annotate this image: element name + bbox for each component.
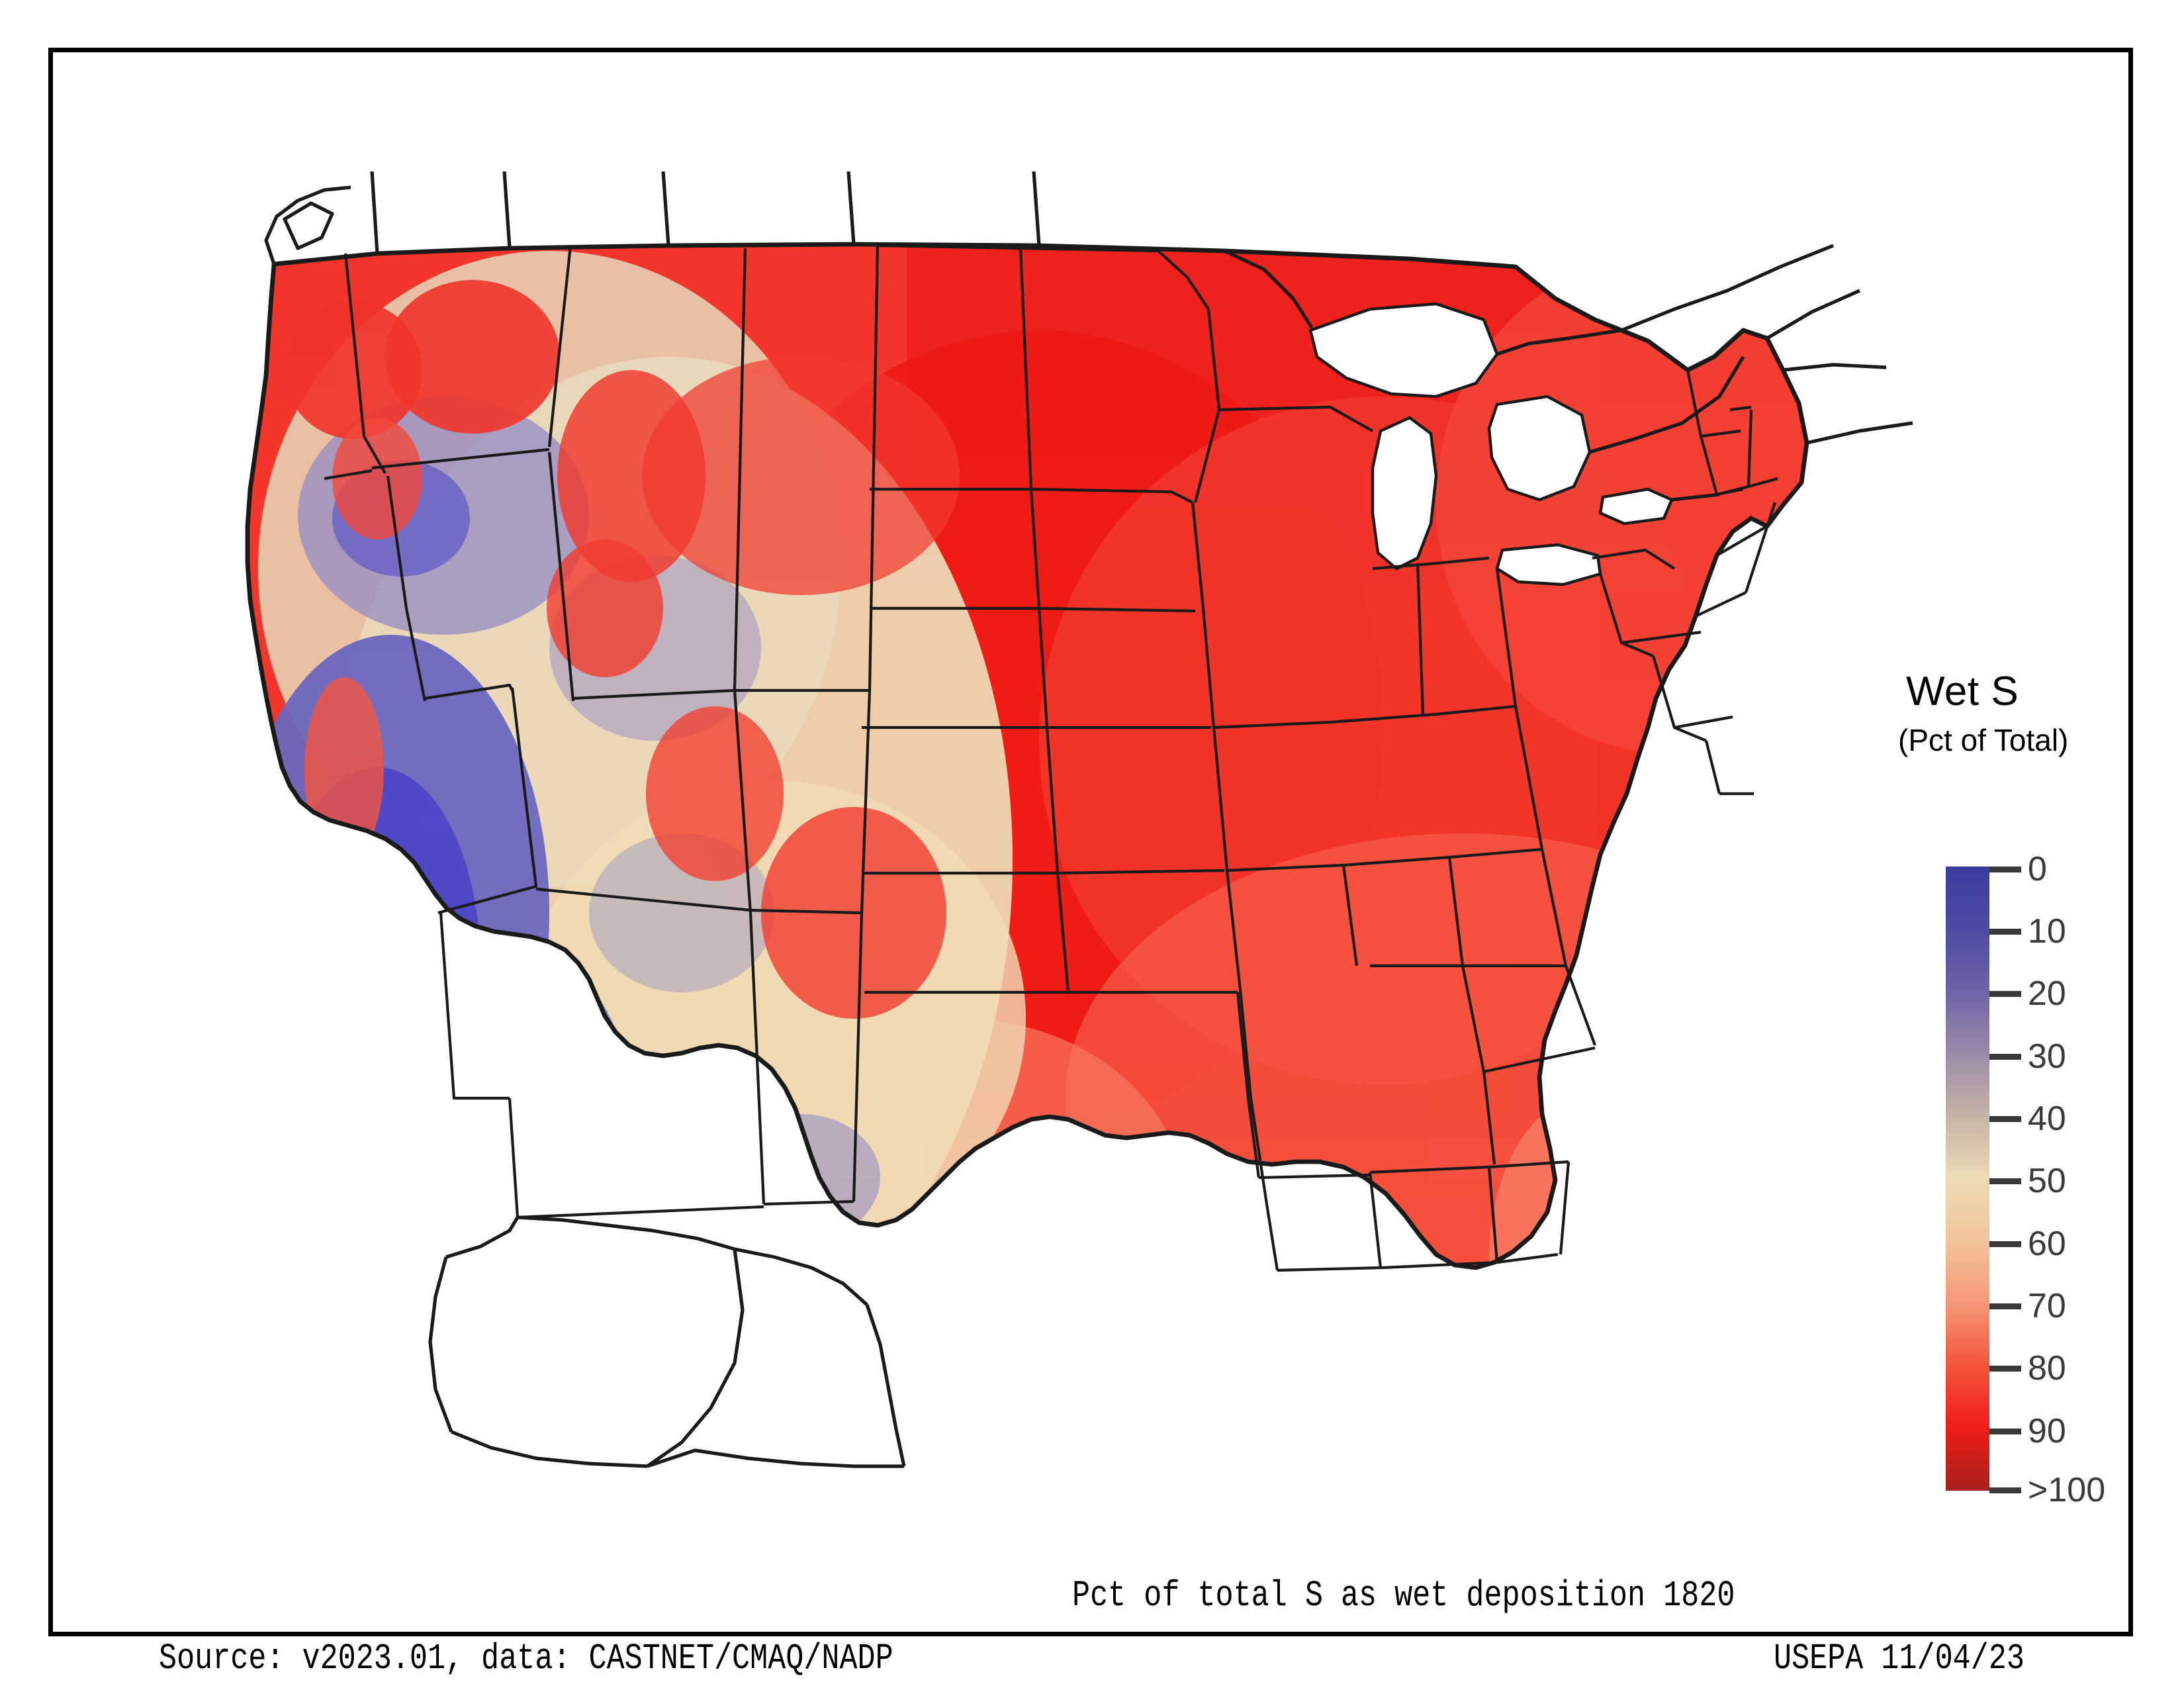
colorbar-label-50: 50: [2028, 1162, 2066, 1200]
lake-michigan: [1371, 416, 1438, 571]
montana-east-high: [642, 357, 960, 595]
legend-panel: Wet S (Pct of Total): [1880, 668, 2158, 1509]
lake-ontario: [1598, 487, 1674, 526]
olympic-high: [285, 301, 422, 439]
colorbar-label-60: 60: [2028, 1225, 2066, 1263]
legend-title: Wet S: [1906, 669, 2019, 714]
colorbar-label-0: 0: [2028, 850, 2047, 888]
lake-huron: [1487, 395, 1592, 502]
colorbar-tick-100: [1989, 1487, 2021, 1493]
lake-erie: [1495, 543, 1602, 586]
colorbar-label-70: 70: [2028, 1287, 2066, 1325]
colorbar-tick-40: [1989, 1116, 2021, 1122]
colorbar-label-40: 40: [2028, 1100, 2066, 1138]
colorbar-tick-60: [1989, 1241, 2021, 1247]
cascades-high: [385, 280, 560, 434]
neighbor-country-outlines: [264, 171, 1913, 1468]
colorbar-tick-0: [1989, 867, 2021, 872]
national-coastline: [245, 242, 1809, 1270]
colorbar-label-10: 10: [2028, 912, 2066, 951]
map-caption: Pct of total S as wet deposition 1820: [1072, 1575, 1735, 1617]
conus-choropleth-map: [245, 171, 1913, 1468]
colorbar-gradient: [1946, 867, 1989, 1491]
colorbar-label-20: 20: [2028, 974, 2066, 1013]
state-boundaries: [324, 244, 1778, 1272]
figure-frame: Wet S (Pct of Total): [48, 48, 2133, 1679]
oregon-coast-high: [332, 418, 422, 539]
map-canvas: [113, 171, 1939, 1469]
legend-subtitle: (Pct of Total): [1898, 723, 2069, 757]
colorbar-tick-90: [1989, 1429, 2021, 1434]
colorbar-tick-20: [1989, 991, 2021, 997]
idaho-high: [547, 539, 663, 677]
colorado-high: [646, 706, 784, 881]
colorbar-tick-10: [1989, 929, 2021, 935]
colorbar-tick-70: [1989, 1303, 2021, 1309]
source-note: Source: v2023.01, data: CASTNET/CMAQ/NAD…: [159, 1638, 893, 1679]
colorbar-tick-80: [1989, 1366, 2021, 1372]
colorbar-tick-30: [1989, 1054, 2021, 1060]
colorbar-label-over100: >100: [2028, 1471, 2106, 1509]
great-lakes: [1308, 302, 1674, 586]
colorbar-tick-50: [1989, 1178, 2021, 1184]
agency-credit: USEPA 11/04/23: [1774, 1638, 2025, 1679]
colorbar-label-90: 90: [2028, 1412, 2066, 1450]
colorbar-group: 0 10 20 30 40 50 60 70 80 90 >100: [1946, 852, 2158, 1507]
lake-superior: [1308, 302, 1499, 399]
colorbar-label-80: 80: [2028, 1349, 2066, 1387]
colorbar-label-30: 30: [2028, 1037, 2066, 1076]
